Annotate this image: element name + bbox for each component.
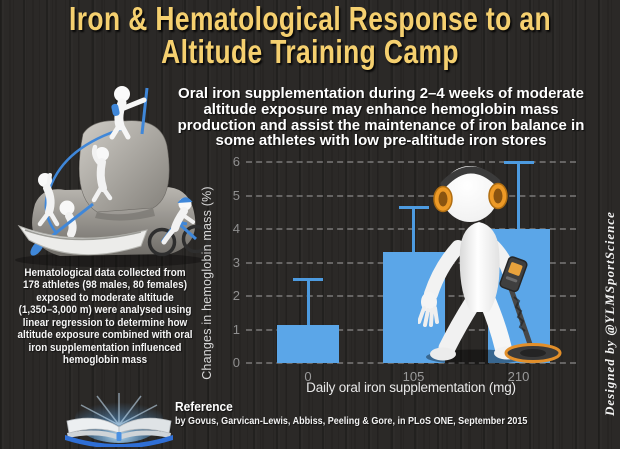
metal-detector — [499, 256, 562, 363]
key-finding-text: Oral iron supplementation during 2–4 wee… — [177, 85, 585, 150]
figure-left-leg — [438, 293, 482, 357]
error-whisker-cap — [503, 160, 534, 164]
figure-left-hand — [418, 292, 439, 327]
headphones-band — [440, 166, 501, 188]
bar-0mg — [277, 325, 339, 363]
x-tick-label: 210 — [507, 369, 530, 384]
x-tick-label: 0 — [304, 369, 312, 384]
figure-head — [442, 166, 498, 222]
cyclist-figure — [147, 197, 211, 257]
reference-heading: Reference — [175, 399, 233, 414]
ground-shadow — [15, 253, 205, 267]
hiker-figure — [109, 86, 149, 140]
error-whisker — [412, 207, 415, 253]
boulder-ledge — [95, 208, 155, 221]
y-tick-label: 6 — [232, 154, 240, 169]
title-line2: Altitude Training Camp — [161, 32, 459, 70]
glowing-book-icon — [65, 393, 173, 447]
y-tick-label: 2 — [232, 288, 240, 303]
infographic-title: Iron & Hematological Response to an Alti… — [62, 0, 558, 70]
designer-credit: Designed by @YLMSportScience — [602, 211, 617, 417]
y-tick-label: 0 — [232, 355, 240, 370]
gridline-y4 — [246, 228, 576, 230]
error-whisker — [306, 279, 310, 326]
metal-detector-figure — [418, 166, 562, 365]
y-tick-label: 4 — [232, 221, 240, 236]
y-tick-label: 1 — [232, 321, 240, 337]
climber-figure — [91, 144, 113, 203]
gridline-y0 — [246, 362, 576, 364]
figure-left-arm — [424, 240, 465, 301]
climbers-illustration — [15, 86, 211, 267]
figure-left-foot — [430, 347, 456, 361]
gridline-y6 — [246, 161, 576, 163]
study-description: Hematological data collected from 178 ath… — [17, 267, 193, 366]
headphones-earcups — [433, 182, 508, 213]
title-line1: Iron & Hematological Response to an — [69, 0, 551, 37]
rower-figure — [17, 200, 148, 256]
x-axis-label: Daily oral iron supplementation (mg) — [306, 380, 516, 395]
error-whisker — [517, 162, 520, 229]
y-tick-label: 5 — [232, 187, 240, 203]
error-whisker-cap — [293, 277, 323, 281]
y-tick-label: 3 — [232, 254, 240, 270]
error-whisker-cap — [398, 205, 429, 209]
climbing-rope — [44, 126, 126, 235]
y-axis-label: Changes in hemoglobin mass (%) — [200, 186, 214, 380]
gridline-y5 — [246, 194, 576, 197]
figure-torso — [459, 222, 500, 312]
reference-citation: by Govus, Garvican-Lewis, Abbiss, Peelin… — [175, 415, 528, 427]
hanging-climber-figure — [37, 173, 60, 227]
x-tick-label: 105 — [402, 369, 425, 384]
